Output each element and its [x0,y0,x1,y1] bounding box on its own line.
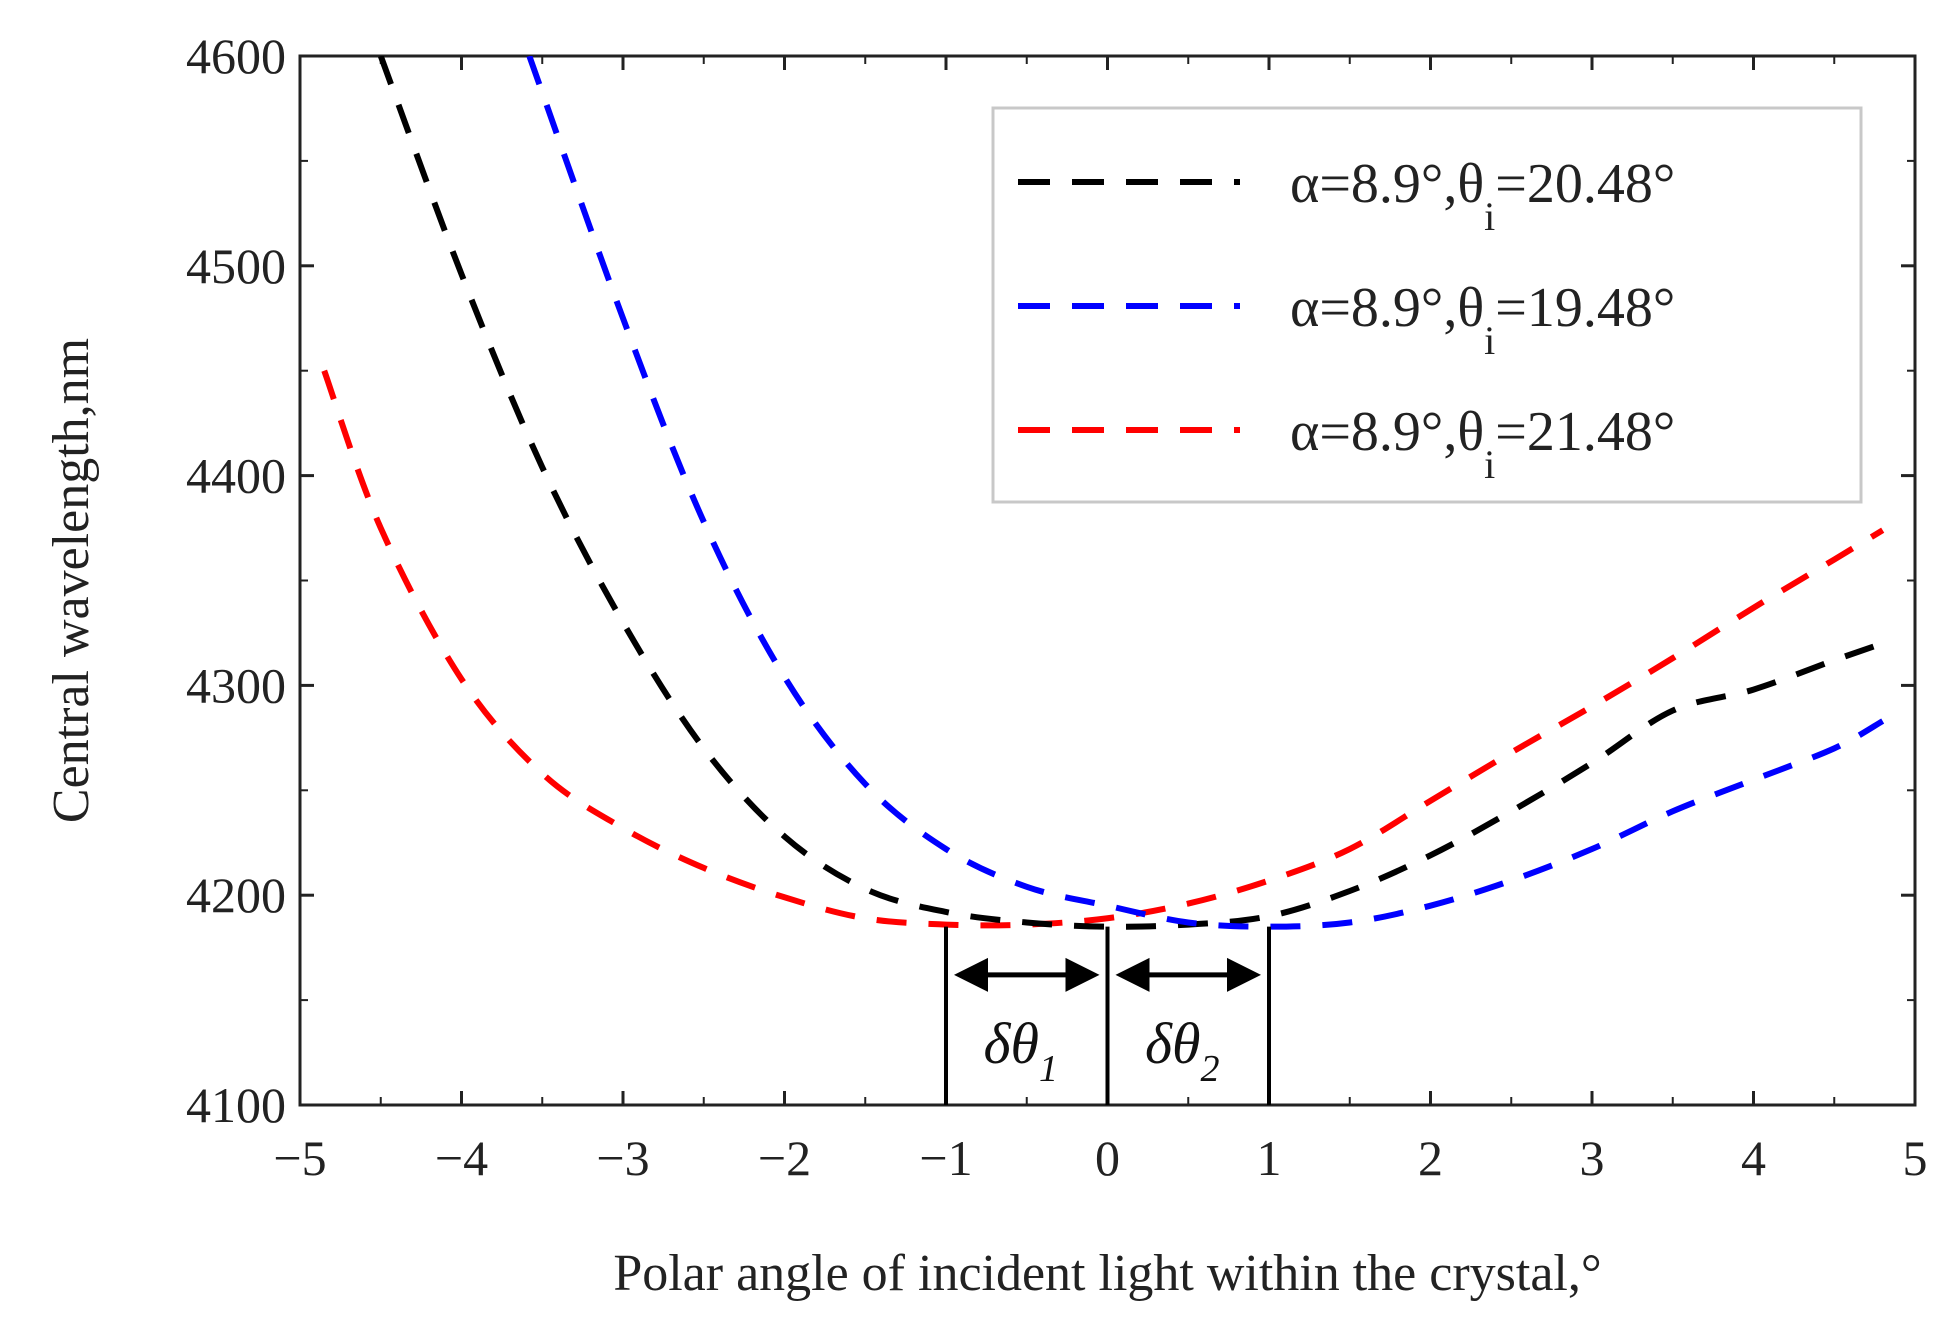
legend-label-tail: =19.48° [1495,277,1675,339]
x-tick-label: −1 [919,1130,972,1186]
series-line-0 [377,56,1884,930]
legend-label-tail: =20.48° [1495,153,1675,215]
annotation-label-main: δθ [1145,1011,1200,1076]
y-axis-title: Central wavelength,nm [43,338,100,823]
series-line-1 [526,56,1885,930]
series-line-2 [321,369,1885,929]
legend-label-sub: i [1484,318,1495,363]
y-tick-label: 4300 [186,657,286,713]
x-tick-label: 4 [1741,1130,1766,1186]
legend-label-2: α=8.9°,θi=21.48° [1290,401,1675,487]
annotation-arrowhead-left-0 [954,957,988,992]
annotation-label-1: δθ2 [1145,1011,1219,1090]
x-tick-label: 2 [1418,1130,1443,1186]
x-tick-label: −3 [596,1130,649,1186]
x-tick-label: −4 [435,1130,488,1186]
legend-label-main: α=8.9°,θ [1290,277,1484,339]
legend-label-sub: i [1484,442,1495,487]
legend-label-main: α=8.9°,θ [1290,153,1484,215]
annotation-arrowhead-right-1 [1227,957,1261,992]
y-tick-label: 4200 [186,867,286,923]
annotation-arrowhead-right-0 [1065,957,1100,992]
legend-label-0: α=8.9°,θi=20.48° [1290,153,1675,239]
x-tick-label: 0 [1095,1130,1120,1186]
x-tick-label: −2 [758,1130,811,1186]
annotation-label-main: δθ [984,1011,1039,1076]
plot-layer: −5 −4 −3 −2 −1 0 1 2 3 4 5410042004300440045004600… [43,28,1928,1302]
y-tick-label: 4100 [186,1077,286,1133]
x-tick-label: 1 [1257,1130,1282,1186]
annotation-label-0: δθ1 [984,1011,1058,1090]
x-axis-title: Polar angle of incident light within the… [613,1245,1601,1302]
x-tick-label: 3 [1580,1130,1605,1186]
legend: α=8.9°,θi=20.48°α=8.9°,θi=19.48°α=8.9°,θ… [991,106,1863,504]
y-tick-label: 4500 [186,238,286,294]
y-tick-label: 4400 [186,448,286,504]
annotation-arrowhead-left-1 [1115,957,1150,992]
legend-label-sub: i [1484,194,1495,239]
annotation-label-sub: 1 [1039,1048,1058,1090]
legend-label-1: α=8.9°,θi=19.48° [1290,277,1675,363]
legend-label-main: α=8.9°,θ [1290,401,1484,463]
legend-label-tail: =21.48° [1495,401,1675,463]
y-tick-label: 4600 [186,28,286,84]
annotation-label-sub: 2 [1200,1048,1219,1090]
x-tick-label: −5 [273,1130,326,1186]
x-tick-label: 5 [1903,1130,1928,1186]
